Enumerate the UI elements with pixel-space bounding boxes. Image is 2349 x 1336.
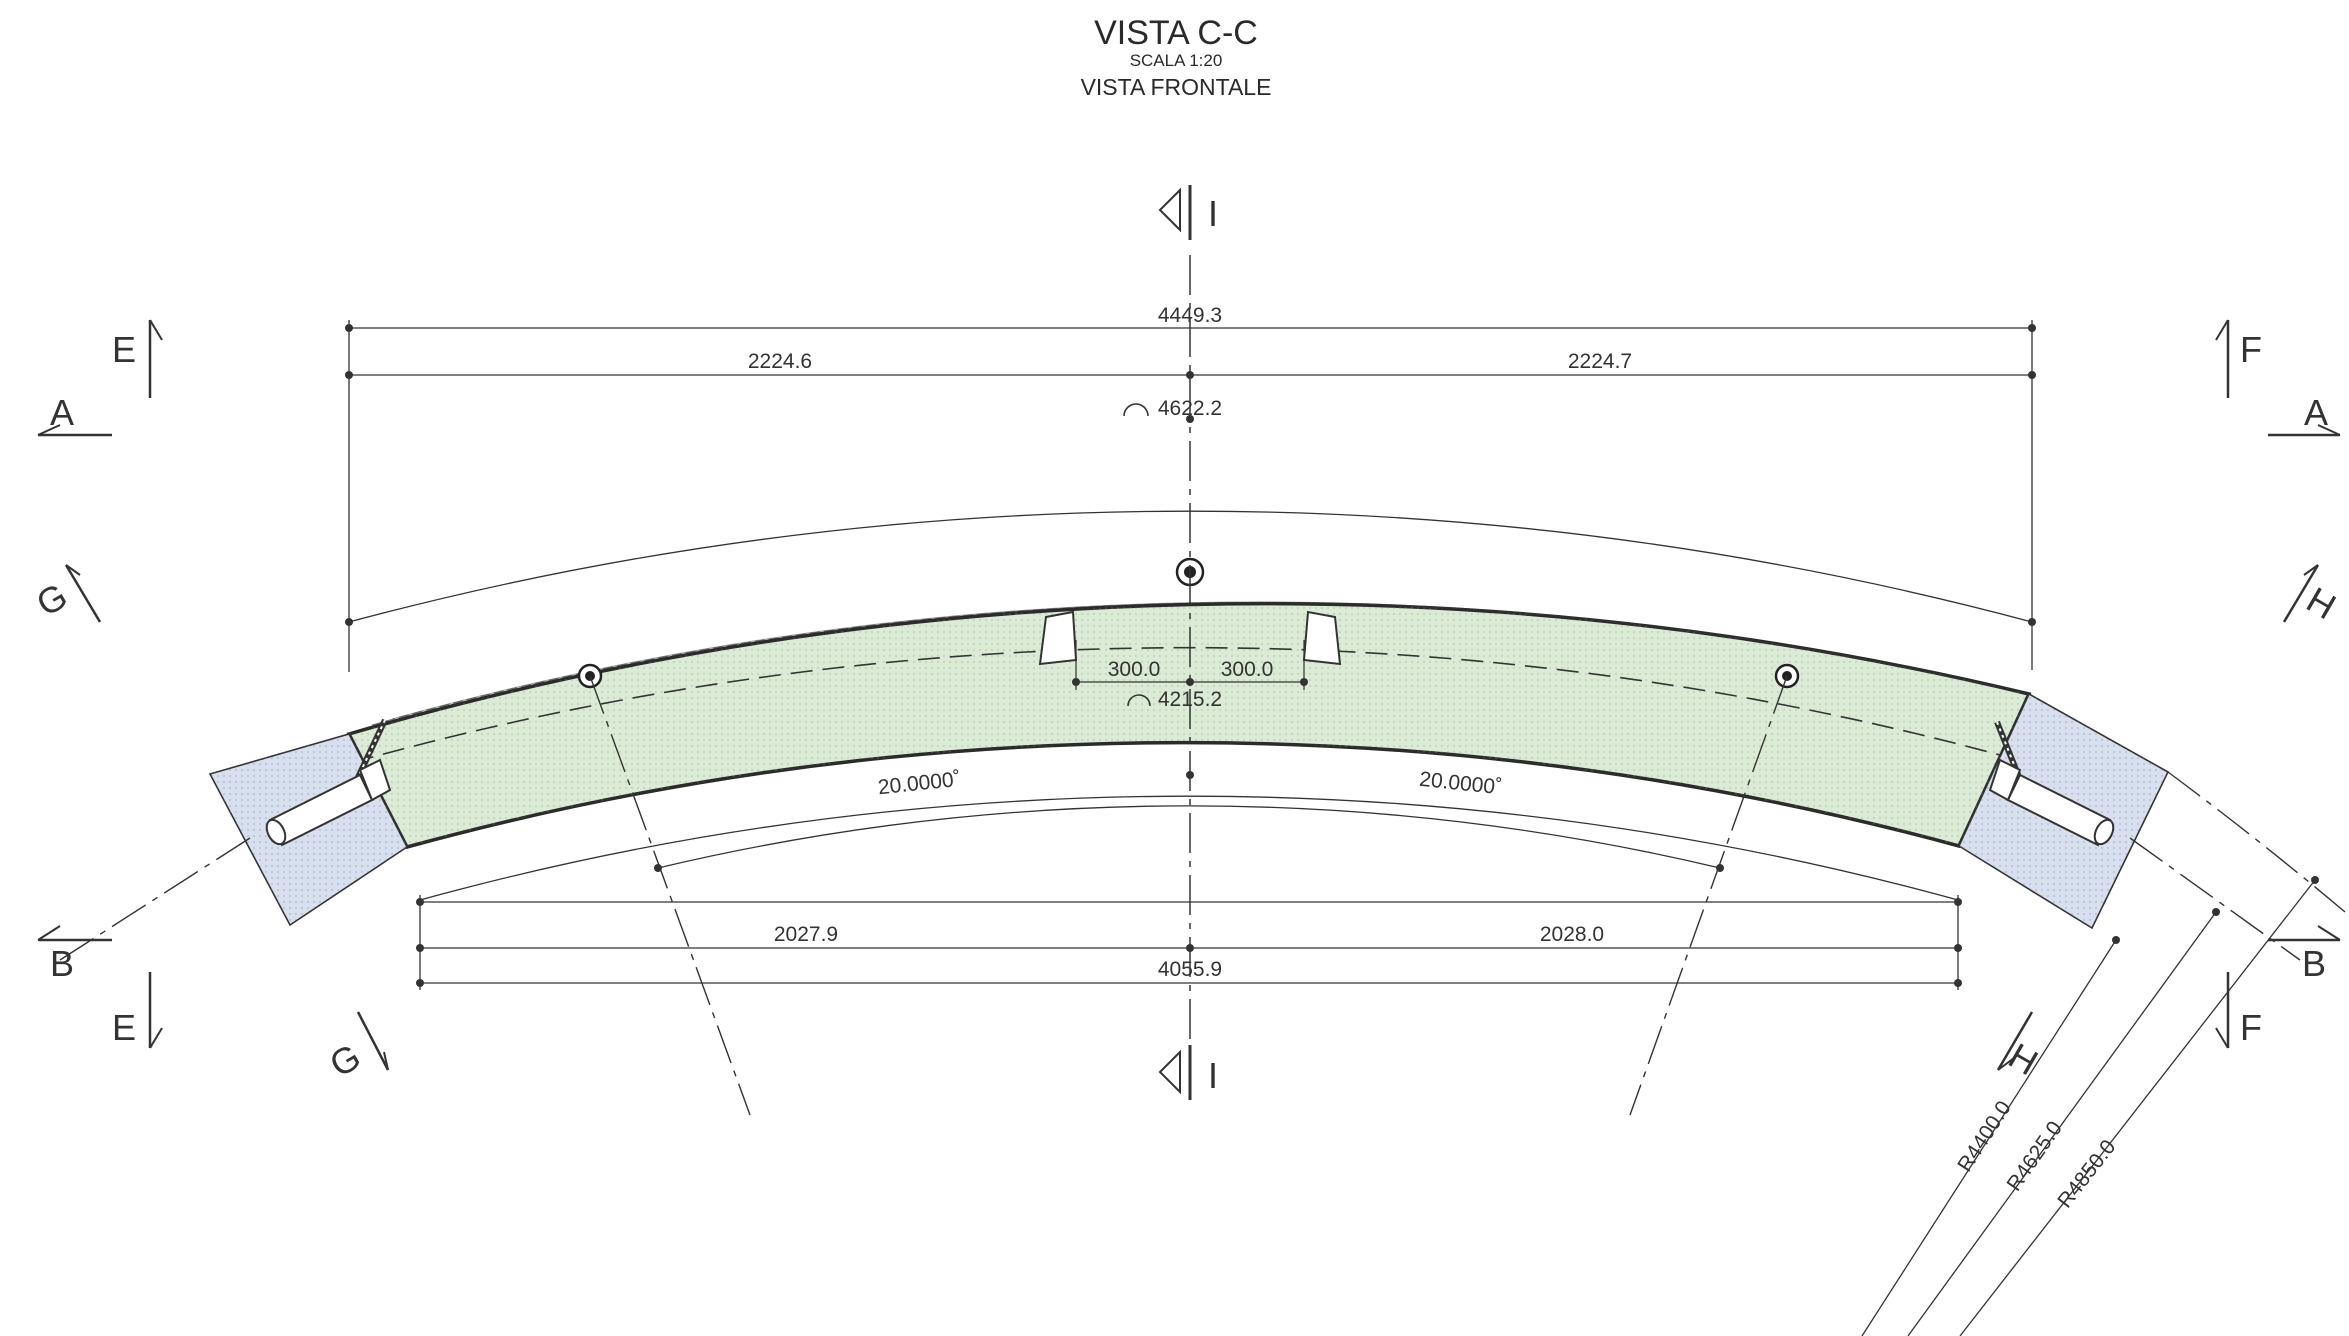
cut-label-h-bottom: H bbox=[2002, 1035, 2045, 1084]
inner-notch-left bbox=[1038, 610, 1078, 666]
cut-label-e-bottom: E bbox=[112, 1007, 136, 1048]
dim-total-bottom: 4055.9 bbox=[1158, 958, 1222, 981]
radius-leaders: R4400.0 R4625.0 R4850.0 bbox=[1861, 876, 2319, 1336]
section-mark-g-bottom: G bbox=[323, 1011, 390, 1086]
outer-edge-hairline-2 bbox=[391, 601, 1991, 720]
bolt-connector-right bbox=[1988, 720, 2115, 847]
radial-line-right bbox=[1629, 675, 1788, 1116]
cut-label-i-top: I bbox=[1208, 193, 1218, 234]
cut-label-a-left: A bbox=[50, 392, 74, 433]
arch-segment-texture bbox=[349, 603, 2029, 847]
dim-arc-outer: 4622.2 bbox=[1158, 397, 1222, 420]
cut-label-g-bottom: G bbox=[323, 1036, 368, 1086]
dim-angle-left: 20.0000˚ bbox=[877, 768, 962, 800]
dim-radius-outer: R4850.0 bbox=[2053, 1136, 2120, 1213]
axis-line-left bbox=[59, 837, 251, 961]
section-mark-a-left: A bbox=[37, 392, 112, 437]
section-mark-f-bottom: F bbox=[2215, 972, 2262, 1049]
dim-arc-inner: 4215.2 bbox=[1158, 688, 1222, 711]
radial-line-left bbox=[589, 675, 751, 1116]
cut-label-e-top: E bbox=[112, 329, 136, 370]
dim-radius-inner: R4400.0 bbox=[1953, 1097, 2016, 1176]
section-mark-b-left: B bbox=[37, 925, 112, 984]
section-mark-h-top: H bbox=[2282, 564, 2343, 627]
section-mark-g-top: G bbox=[29, 564, 102, 625]
dim-offset-right: 300.0 bbox=[1221, 658, 1274, 681]
section-mark-i-top: I bbox=[1158, 185, 1218, 240]
view-subtitle: VISTA FRONTALE bbox=[1081, 74, 1272, 100]
title-block: VISTA C-C SCALA 1:20 VISTA FRONTALE bbox=[1081, 14, 1272, 100]
section-mark-f-top: F bbox=[2215, 319, 2262, 398]
dim-half-bottom-right: 2028.0 bbox=[1540, 923, 1604, 946]
dim-angle-right: 20.0000˚ bbox=[1418, 768, 1503, 800]
cut-label-i-bottom: I bbox=[1208, 1055, 1218, 1096]
cut-label-g-top: G bbox=[29, 575, 74, 625]
cut-label-a-right: A bbox=[2304, 392, 2328, 433]
cut-label-f-bottom: F bbox=[2240, 1007, 2262, 1048]
view-title: VISTA C-C bbox=[1094, 14, 1258, 52]
section-mark-e-bottom: E bbox=[112, 972, 163, 1049]
dimension-top-halves: 2224.6 2224.7 bbox=[345, 350, 2036, 379]
dim-half-top-right: 2224.7 bbox=[1568, 350, 1632, 373]
outer-reference-arc bbox=[2167, 771, 2346, 913]
section-mark-e-top: E bbox=[112, 319, 163, 398]
dim-offset-left: 300.0 bbox=[1108, 658, 1161, 681]
dim-half-bottom-left: 2027.9 bbox=[774, 923, 838, 946]
cut-label-f-top: F bbox=[2240, 329, 2262, 370]
section-mark-a-right: A bbox=[2268, 392, 2341, 437]
dim-radius-mid: R4625.0 bbox=[2002, 1117, 2066, 1195]
dimension-bottom: 2027.9 2028.0 4055.9 bbox=[416, 895, 1962, 990]
section-mark-b-right: B bbox=[2268, 925, 2341, 984]
axis-line-right bbox=[2129, 837, 2301, 961]
section-mark-h-bottom: H bbox=[1996, 1011, 2045, 1084]
inner-notch-right bbox=[1302, 610, 1342, 666]
section-mark-i-bottom: I bbox=[1158, 1045, 1218, 1100]
dim-total-top: 4449.3 bbox=[1158, 304, 1222, 327]
cut-label-b-right: B bbox=[2302, 943, 2326, 984]
dimension-notch-offsets: 300.0 300.0 4215.2 bbox=[1072, 640, 1308, 711]
view-scale: SCALA 1:20 bbox=[1130, 51, 1223, 70]
dim-half-top-left: 2224.6 bbox=[748, 350, 812, 373]
bolt-connector-left bbox=[265, 718, 392, 847]
dimension-outer-arc: 4622.2 bbox=[345, 397, 2036, 626]
cut-label-b-left: B bbox=[50, 943, 74, 984]
